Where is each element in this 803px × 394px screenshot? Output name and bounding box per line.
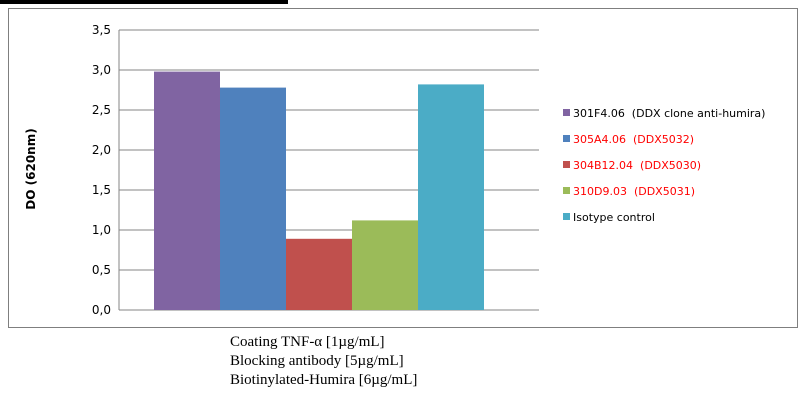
y-tick-label: 0,5 <box>92 263 111 277</box>
y-tick-label: 1,5 <box>92 183 111 197</box>
bar <box>220 87 286 310</box>
top-rule <box>0 0 288 4</box>
y-tick-label: 0,0 <box>92 303 111 317</box>
y-tick-labels: 0,0 0,5 1,0 1,5 2,0 2,5 3,0 3,5 <box>92 23 111 317</box>
legend: 301F4.06 (DDX clone anti-humira) 305A4.06… <box>563 107 765 224</box>
y-axis-label: DO (620nm) <box>24 128 38 209</box>
bar <box>286 238 352 310</box>
legend-label: 305A4.06 (DDX5032) <box>573 133 694 146</box>
bar <box>418 84 484 311</box>
legend-swatch <box>563 161 570 168</box>
legend-swatch <box>563 187 570 194</box>
y-tick-label: 3,5 <box>92 23 111 37</box>
chart-area: 0,0 0,5 1,0 1,5 2,0 2,5 3,0 3,5 301F4.06 (DDX c… <box>8 8 798 328</box>
bars <box>154 71 484 311</box>
legend-label: 301F4.06 (DDX clone anti-humira) <box>573 107 765 120</box>
legend-label: 310D9.03 (DDX5031) <box>573 185 695 198</box>
y-tick-label: 1,0 <box>92 223 111 237</box>
bar <box>352 220 418 310</box>
bar-chart: 0,0 0,5 1,0 1,5 2,0 2,5 3,0 3,5 301F4.06 (DDX c… <box>24 23 765 317</box>
legend-swatch <box>563 213 570 220</box>
chart-caption: Coating TNF-α [1µg/mL] Blocking antibody… <box>230 333 480 390</box>
y-tick-label: 2,5 <box>92 103 111 117</box>
caption-line-1: Coating TNF-α [1µg/mL] <box>230 334 385 350</box>
y-tick-label: 2,0 <box>92 143 111 157</box>
caption-line-2: Blocking antibody [5µg/mL] <box>230 353 404 369</box>
legend-swatch <box>563 109 570 116</box>
y-tick-label: 3,0 <box>92 63 111 77</box>
legend-label: 304B12.04 (DDX5030) <box>573 159 701 172</box>
bar <box>154 71 220 310</box>
legend-swatch <box>563 135 570 142</box>
legend-label: Isotype control <box>573 211 655 224</box>
caption-line-3: Biotinylated-Humira [6µg/mL] <box>230 372 418 388</box>
